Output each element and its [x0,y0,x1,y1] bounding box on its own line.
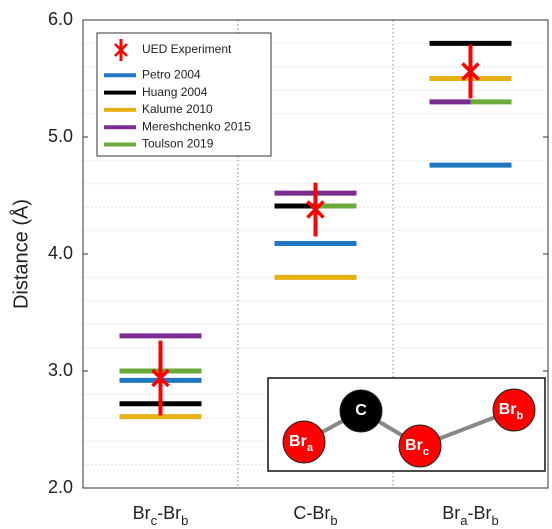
x-tick-label-part: C-Br [293,503,330,523]
atom-label-part: a [307,442,314,454]
x-tick-label-part: a [460,513,468,528]
x-tick-label: Bra-Brb [442,503,498,528]
legend-label: UED Experiment [142,42,232,56]
atom [282,420,326,464]
x-tick-label-part: -Br [157,503,181,523]
x-tick-label-part: c [151,513,158,528]
y-axis-label: Distance (Å) [9,199,32,309]
legend-label: Huang 2004 [142,85,208,99]
atom-label-part: C [355,402,367,419]
x-tick-label-part: b [492,513,499,528]
x-tick-label-part: b [330,513,337,528]
x-tick-label-part: Br [133,503,151,523]
atom-label: Bra [289,433,314,454]
legend-label: Mereshchenko 2015 [142,119,251,133]
atom-label-part: Br [289,433,307,450]
atom-label: Brb [499,401,524,422]
x-tick-label: Brc-Brb [133,503,189,528]
atom-label-part: Br [499,401,517,418]
y-tick-label: 2.0 [48,477,73,497]
experiment-marker [151,368,170,388]
experiment-marker [461,62,480,81]
legend-label: Toulson 2019 [142,137,214,151]
legend-label: Petro 2004 [142,67,201,81]
legend-label: Kalume 2010 [142,102,213,116]
y-tick-label: 4.0 [48,243,73,263]
atom-label: C [355,402,367,419]
atom-label: Brc [405,437,429,458]
x-tick-label: C-Brb [293,503,337,528]
y-tick-label: 5.0 [48,126,73,146]
atom-label-part: Br [405,437,423,454]
atom [492,388,536,432]
x-tick-label-part: b [181,513,188,528]
y-tick-label: 6.0 [48,9,73,29]
atom [339,389,383,433]
y-tick-label: 3.0 [48,360,73,380]
legend-symbol [114,43,128,57]
x-tick-label-part: Br [442,503,460,523]
experiment-marker [306,200,325,219]
x-tick-label-part: -Br [468,503,492,523]
atom [398,424,442,468]
atom-label-part: b [517,410,524,422]
atom-label-part: c [423,446,429,458]
